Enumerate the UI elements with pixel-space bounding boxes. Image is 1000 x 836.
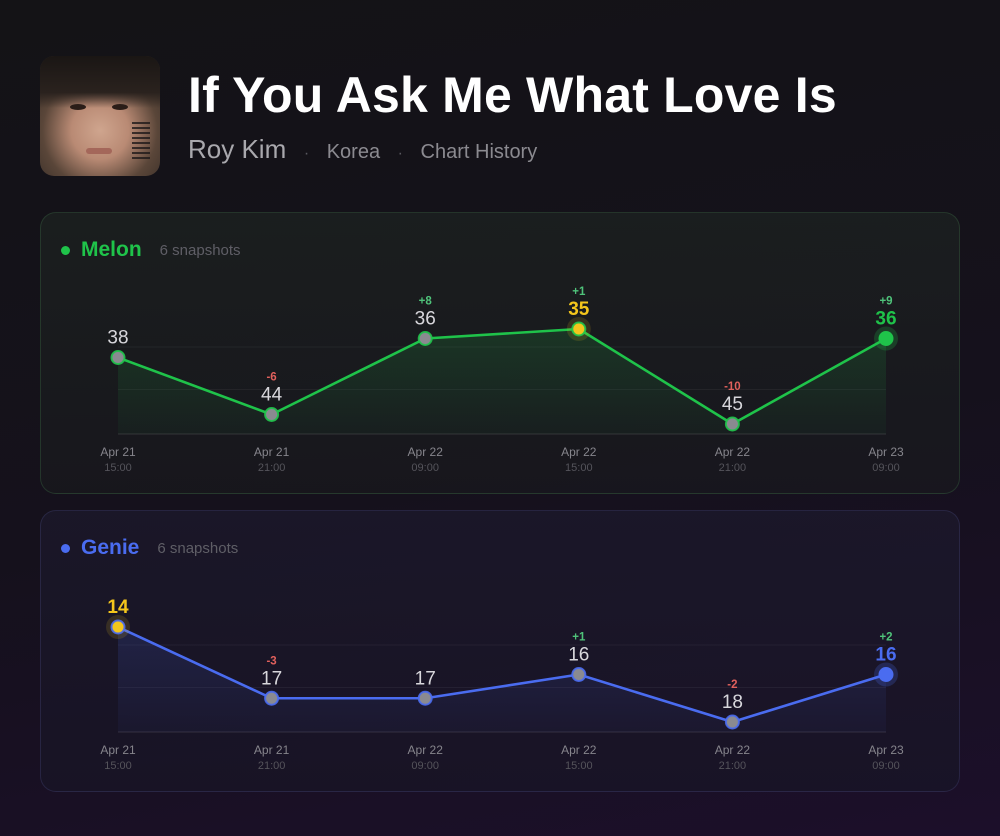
data-point-best	[571, 321, 587, 337]
data-point-group: 44-6	[261, 372, 283, 422]
snapshot-count: 6 snapshots	[159, 241, 241, 259]
data-point-group: 36+8	[415, 296, 436, 346]
rank-change-label: +2	[879, 632, 892, 644]
data-point-group: 18-2	[722, 679, 743, 730]
data-point-group: 45-10	[722, 381, 743, 432]
rank-label: 17	[261, 668, 282, 689]
x-tick-date: Apr 22	[715, 445, 751, 459]
data-point-group: 14	[106, 597, 130, 639]
rank-change-label: +1	[572, 286, 586, 298]
rank-change-label: +8	[419, 296, 433, 308]
x-tick-date: Apr 22	[715, 743, 751, 757]
x-tick-time: 09:00	[411, 760, 439, 772]
x-tick-date: Apr 21	[100, 743, 136, 757]
x-tick-time: 09:00	[872, 462, 900, 474]
separator-dot: ·	[303, 145, 310, 162]
data-point	[264, 407, 280, 422]
platform-dot-icon	[61, 543, 70, 553]
card-header: Melon 6 snapshots	[61, 235, 241, 265]
x-tick-date: Apr 21	[254, 445, 290, 459]
rank-change-label: -6	[266, 372, 276, 384]
rank-change-label: -2	[727, 679, 737, 691]
x-tick-date: Apr 21	[254, 743, 290, 757]
x-tick-time: 21:00	[719, 462, 747, 474]
data-point-latest	[878, 667, 894, 682]
series-line	[117, 327, 887, 426]
rank-label: 16	[568, 645, 589, 666]
data-point	[417, 690, 433, 706]
card-header: Genie 6 snapshots	[61, 533, 238, 563]
data-point	[724, 714, 740, 730]
x-tick-date: Apr 22	[408, 445, 444, 459]
rank-change-label: +9	[879, 296, 892, 308]
data-point	[264, 690, 280, 706]
platform-name: Melon	[81, 238, 142, 261]
data-point	[417, 331, 433, 346]
rank-label: 45	[722, 394, 743, 415]
rank-change-label: -10	[724, 381, 741, 393]
x-tick-time: 15:00	[104, 760, 132, 772]
rank-label: 35	[568, 299, 590, 320]
x-tick-date: Apr 23	[868, 743, 904, 757]
album-cover-image	[40, 56, 160, 176]
x-tick-time: 15:00	[565, 462, 593, 474]
x-tick-time: 15:00	[565, 760, 593, 772]
rank-label: 18	[722, 692, 743, 713]
data-point-group: 38	[107, 328, 129, 365]
song-meta: Roy Kim · Korea · Chart History	[188, 134, 537, 165]
x-tick-date: Apr 22	[408, 743, 444, 757]
genie-chart-card: Genie 6 snapshots 14 Apr 21 15:00 17 -3 Apr 2…	[40, 510, 960, 792]
melon-chart-card: Melon 6 snapshots 38 Apr 21 15:00 44 -6 Apr 2…	[40, 212, 960, 494]
snapshot-count: 6 snapshots	[157, 539, 239, 557]
rank-change-label: -3	[266, 655, 276, 667]
series-area	[118, 627, 886, 732]
rank-label: 16	[875, 645, 896, 666]
x-tick-date: Apr 21	[100, 445, 136, 459]
x-tick-time: 15:00	[104, 462, 132, 474]
series-line	[117, 625, 887, 724]
rank-label: 36	[875, 309, 896, 330]
platform-name: Genie	[81, 536, 140, 559]
artist-name[interactable]: Roy Kim	[188, 134, 287, 164]
data-point-latest	[878, 331, 894, 346]
data-point-group: 16+2	[874, 632, 898, 687]
song-header: If You Ask Me What Love Is Roy Kim · Kor…	[40, 56, 960, 176]
song-title: If You Ask Me What Love Is	[188, 67, 837, 123]
data-point-group: 35+1	[566, 286, 591, 341]
x-tick-time: 21:00	[719, 760, 747, 772]
platform-dot-icon	[61, 245, 70, 255]
rank-label: 38	[107, 328, 128, 349]
data-point	[110, 350, 126, 365]
rank-change-label: +1	[572, 632, 586, 644]
data-point-group: 17	[415, 668, 436, 706]
rank-label: 44	[261, 385, 283, 406]
region-label: Korea	[326, 141, 381, 163]
x-tick-time: 21:00	[258, 760, 286, 772]
x-tick-time: 21:00	[258, 462, 286, 474]
x-tick-time: 09:00	[872, 760, 900, 772]
separator-dot: ·	[397, 145, 403, 162]
x-tick-date: Apr 23	[868, 445, 904, 459]
x-tick-time: 09:00	[411, 462, 439, 474]
rank-label: 17	[415, 668, 436, 689]
data-point	[571, 667, 587, 682]
data-point-group: 16+1	[568, 632, 589, 682]
rank-label: 14	[107, 597, 129, 618]
series-area	[118, 329, 886, 434]
data-point-group: 36+9	[874, 296, 898, 351]
x-tick-date: Apr 22	[561, 445, 597, 459]
data-point-best	[110, 619, 126, 635]
x-tick-date: Apr 22	[561, 743, 597, 757]
section-label: Chart History	[420, 141, 538, 163]
data-point-group: 17-3	[261, 655, 282, 706]
data-point	[724, 416, 740, 432]
rank-label: 36	[415, 309, 436, 330]
